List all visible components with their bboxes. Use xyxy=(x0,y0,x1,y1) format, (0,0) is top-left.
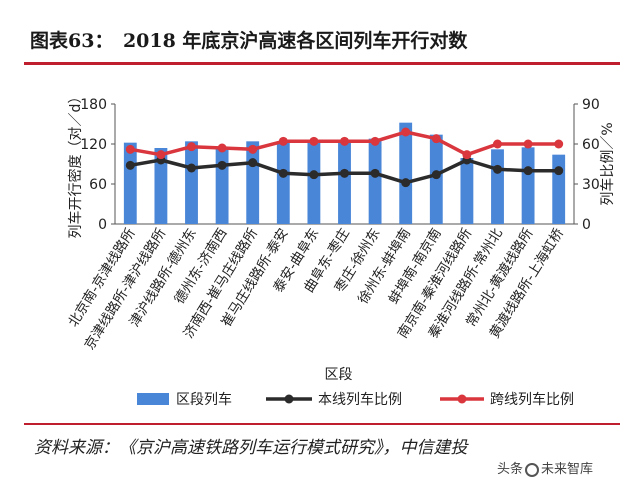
point-local-ratio xyxy=(370,168,380,178)
y-left-tick-label: 120 xyxy=(80,137,107,153)
y-left-tick-label: 60 xyxy=(89,177,107,193)
point-cross-ratio xyxy=(309,136,319,146)
bar-section-trains xyxy=(276,141,290,224)
lines-layer xyxy=(125,127,564,188)
bar-section-trains xyxy=(338,140,351,224)
point-cross-ratio xyxy=(401,127,411,137)
source-note: 资料来源：《京沪高速铁路列车运行模式研究》，中信建投 xyxy=(34,438,468,458)
point-cross-ratio xyxy=(187,142,196,152)
point-local-ratio xyxy=(401,178,411,188)
watermark-prefix: 头条 xyxy=(497,462,524,477)
bar-section-trains xyxy=(154,148,168,224)
point-local-ratio xyxy=(523,166,533,176)
bar-section-trains xyxy=(123,142,137,224)
legend-local-label: 本线列车比例 xyxy=(318,391,402,408)
bar-section-trains xyxy=(307,141,321,224)
point-local-ratio xyxy=(554,166,564,176)
y-right-tick-label: 30 xyxy=(582,177,600,193)
point-cross-ratio xyxy=(156,150,166,160)
bar-section-trains xyxy=(215,148,229,224)
bar-section-trains xyxy=(399,122,413,224)
point-cross-ratio xyxy=(431,134,441,144)
legend-cross-marker xyxy=(457,394,467,404)
labels-layer: 北京南-京津线路所京津线路所-津沪线路所津沪线路所-德州东德州东-济南西济南西-… xyxy=(65,225,567,383)
point-cross-ratio xyxy=(125,144,135,154)
point-cross-ratio xyxy=(554,139,564,149)
chart-title: 图表63： 2018 年底京沪高速各区间列车开行对数 xyxy=(30,30,468,52)
bar-section-trains xyxy=(521,147,535,224)
watermark: 头条 未来智库 xyxy=(497,458,593,477)
point-local-ratio xyxy=(493,164,502,174)
y-right-axis-title: 列车比例／% xyxy=(599,122,616,205)
watermark-logo-icon xyxy=(525,463,540,477)
legend-local-marker xyxy=(284,394,294,404)
y-left-tick-label: 180 xyxy=(80,97,107,113)
point-local-ratio xyxy=(309,170,319,180)
y-right-tick-label: 60 xyxy=(582,137,600,153)
bar-section-trains xyxy=(429,134,443,224)
point-local-ratio xyxy=(278,168,288,178)
x-axis-title: 区段 xyxy=(325,367,353,383)
point-cross-ratio xyxy=(278,136,288,146)
point-cross-ratio xyxy=(462,150,472,160)
point-cross-ratio xyxy=(493,139,502,149)
chart-area: 0 60 120 180 0 30 60 90 列车开行密度（对／d） 列车比例／% 北京南-京津… xyxy=(65,90,616,408)
point-local-ratio xyxy=(340,168,349,178)
y-left-tick-label: 0 xyxy=(98,217,107,233)
point-cross-ratio xyxy=(523,139,533,149)
y-right-tick-label: 90 xyxy=(582,97,600,113)
bar-section-trains xyxy=(491,149,504,224)
legend-bar-swatch xyxy=(137,393,169,405)
source-divider xyxy=(24,423,620,425)
y-right-tick-label: 0 xyxy=(582,217,591,233)
point-cross-ratio xyxy=(340,136,349,146)
bar-section-trains xyxy=(368,138,382,224)
point-local-ratio xyxy=(217,160,227,170)
point-cross-ratio xyxy=(217,143,227,153)
bar-section-trains xyxy=(185,141,198,224)
legend-layer: 区段列车 本线列车比例 跨线列车比例 xyxy=(137,391,574,408)
watermark-name: 未来智库 xyxy=(541,462,594,477)
bar-section-trains xyxy=(552,154,566,224)
title-divider xyxy=(24,62,620,65)
point-local-ratio xyxy=(187,163,196,173)
y-left-axis-title: 列车开行密度（对／d） xyxy=(67,90,84,239)
legend-cross-label: 跨线列车比例 xyxy=(490,391,574,408)
title-bar: 图表63： 2018 年底京沪高速各区间列车开行对数 xyxy=(0,0,640,66)
axes-layer: 0 60 120 180 0 30 60 90 列车开行密度（对／d） 列车比例／% xyxy=(67,90,616,239)
point-cross-ratio xyxy=(370,136,380,146)
legend-bar-label: 区段列车 xyxy=(176,391,232,408)
point-local-ratio xyxy=(431,170,441,180)
point-local-ratio xyxy=(125,160,135,170)
point-cross-ratio xyxy=(248,144,258,154)
point-local-ratio xyxy=(248,158,258,168)
bar-section-trains xyxy=(460,158,474,224)
